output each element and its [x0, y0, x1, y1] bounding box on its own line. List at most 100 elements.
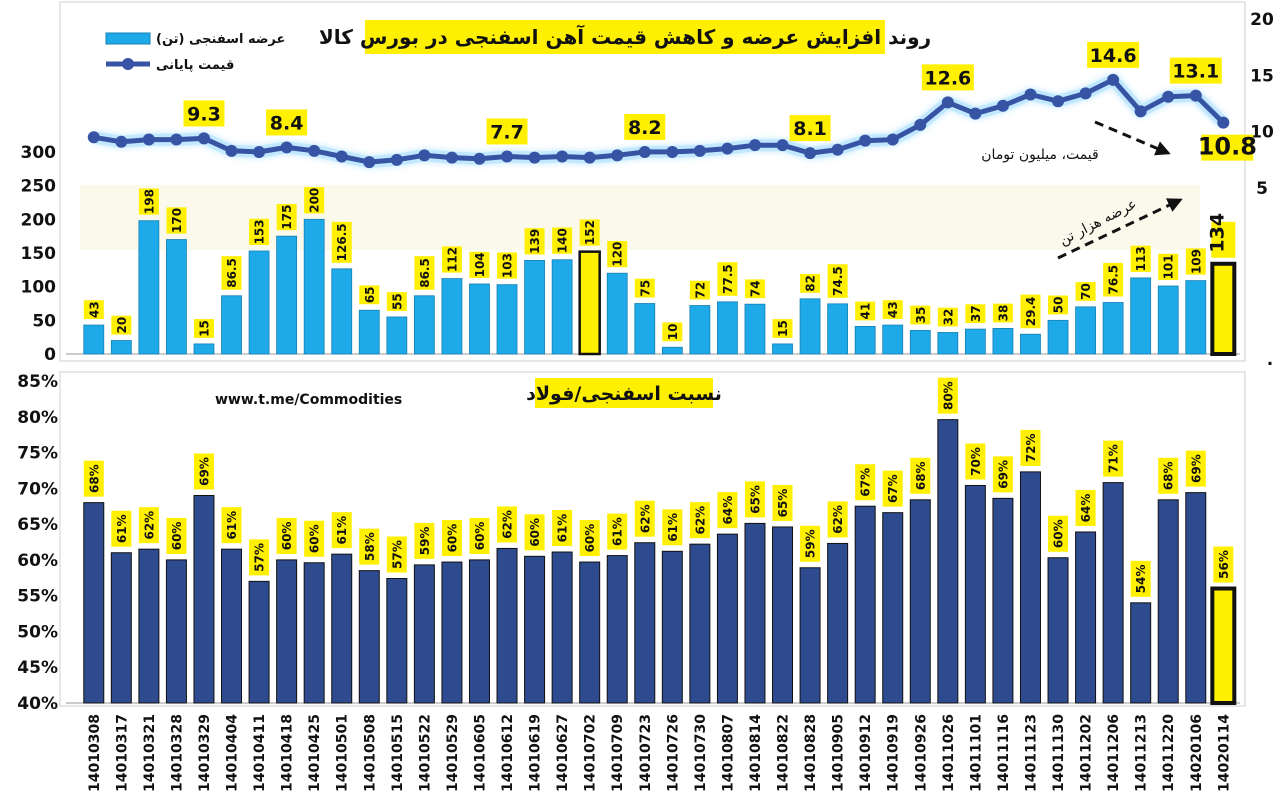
category-label-41: 14020114 [1216, 714, 1232, 792]
supply-label-25: 15 [776, 320, 790, 337]
ratio-bar-35 [1047, 557, 1069, 704]
supply-label-bg-13 [441, 246, 462, 273]
ratio-label-13: 60% [445, 524, 459, 553]
ratio-label-bg-0 [83, 460, 104, 497]
supply-bar-6 [248, 250, 270, 355]
ratio-bar-39 [1157, 499, 1179, 704]
category-label-21: 14010726 [665, 714, 681, 792]
price-point-0 [87, 131, 100, 144]
price-label-bg-3 [624, 113, 666, 140]
category-labels: 14010308 14010317 14010321 14010328 14010329… [87, 714, 1233, 792]
supply-bar-27 [827, 303, 849, 355]
ratio-label-33: 69% [996, 460, 1010, 489]
supply-bar-26 [799, 298, 821, 355]
supply-label-bg-37 [1103, 262, 1124, 297]
ratio-bar-36 [1075, 531, 1097, 704]
supply-label-bg-18 [579, 219, 600, 246]
bottom-axis-tick-8: 80% [17, 408, 58, 428]
supply-bar-41 [1210, 261, 1237, 357]
ratio-label-20: 62% [638, 504, 652, 533]
supply-label-bg-38 [1130, 245, 1151, 272]
category-label-37: 14011206 [1106, 714, 1122, 792]
supply-label-bg-29 [882, 300, 903, 320]
ratio-label-bg-30 [910, 457, 931, 494]
ratio-label-27: 62% [831, 505, 845, 534]
supply-label-16: 139 [528, 229, 542, 254]
supply-bar-29 [882, 324, 904, 355]
ratio-bar-16 [524, 555, 546, 704]
supply-label-bg-39 [1158, 253, 1179, 280]
supply-label-bg-15 [497, 252, 518, 279]
ratio-label-bg-2 [138, 507, 159, 544]
price-point-10 [363, 156, 376, 169]
supply-label-40: 109 [1189, 249, 1203, 274]
supply-label-bg-12 [414, 256, 435, 290]
supply-label-bg-10 [359, 285, 380, 305]
supply-label-bg-8 [304, 187, 325, 214]
ratio-label-bg-7 [276, 517, 297, 554]
ratio-label-bg-18 [579, 520, 600, 557]
ratio-bar-9 [331, 553, 353, 704]
left-axis-tick-5: 250 [21, 177, 57, 197]
supply-bar-23 [717, 301, 738, 355]
top-title-bg [365, 20, 885, 54]
supply-bar-34 [1020, 333, 1041, 355]
bottom-axis-tick-0: 40% [17, 694, 58, 714]
ratio-bar-27 [827, 542, 849, 704]
watermark-band [80, 185, 1200, 250]
ratio-label-32: 70% [969, 447, 983, 476]
supply-bar-10 [358, 309, 380, 355]
supply-label-bg-40 [1185, 248, 1206, 275]
ratio-label-3: 60% [170, 522, 184, 551]
category-label-18: 14010702 [583, 714, 599, 792]
price-label-bg-2 [486, 118, 528, 145]
supply-label-0: 43 [87, 301, 101, 318]
ratio-label-40: 69% [1189, 454, 1203, 483]
supply-bar-9 [331, 268, 353, 355]
price-point-9 [335, 150, 348, 163]
supply-label-bg-6 [249, 218, 270, 245]
supply-bar-4 [193, 343, 215, 355]
ratio-label-21: 61% [666, 513, 680, 542]
price-label-bg-7 [1169, 57, 1222, 84]
supply-label-1: 20 [115, 317, 129, 334]
price-point-1 [115, 135, 128, 148]
supply-label-bg-23 [717, 262, 738, 296]
supply-bar-14 [469, 283, 490, 355]
ratio-bar-41 [1210, 586, 1237, 705]
bottom-axis-tick-6: 70% [17, 479, 58, 499]
ratio-bar-23 [716, 533, 738, 704]
supply-bar-24 [744, 303, 766, 355]
ratio-bar-8 [303, 562, 325, 704]
supply-label-23: 77.5 [721, 264, 735, 294]
supply-label-24: 74 [748, 280, 762, 297]
supply-label-bg-22 [689, 280, 710, 300]
price-point-28 [859, 134, 872, 147]
ratio-bar-12 [413, 564, 435, 704]
category-label-32: 14011101 [968, 714, 984, 792]
supply-bar-39 [1157, 285, 1179, 355]
ratio-label-bg-25 [772, 484, 793, 521]
supply-label-bg-20 [634, 278, 655, 298]
ratio-label-7: 60% [280, 522, 294, 551]
ratio-bar-0 [83, 502, 105, 704]
ratio-label-bg-27 [827, 501, 848, 538]
ratio-label-bg-40 [1185, 450, 1206, 487]
category-label-6: 14010411 [252, 714, 268, 792]
ratio-label-bg-17 [552, 510, 573, 547]
supply-label-bg-5 [221, 256, 242, 290]
ratio-label-bg-31 [937, 377, 958, 414]
supply-label-bg-3 [166, 207, 187, 234]
supply-label-bg-28 [855, 301, 876, 321]
ratio-bar-32 [964, 484, 986, 704]
supply-label-6: 153 [253, 219, 267, 244]
legend-swatch-supply [105, 32, 151, 45]
price-point-12 [418, 149, 431, 162]
price-label-3: 8.2 [628, 117, 662, 139]
price-point-41 [1217, 116, 1230, 129]
category-label-11: 14010515 [390, 714, 406, 792]
supply-label-bg-24 [744, 279, 765, 299]
category-label-39: 14011220 [1161, 714, 1177, 792]
ratio-bar-40 [1185, 492, 1207, 704]
supply-bar-5 [221, 295, 242, 355]
